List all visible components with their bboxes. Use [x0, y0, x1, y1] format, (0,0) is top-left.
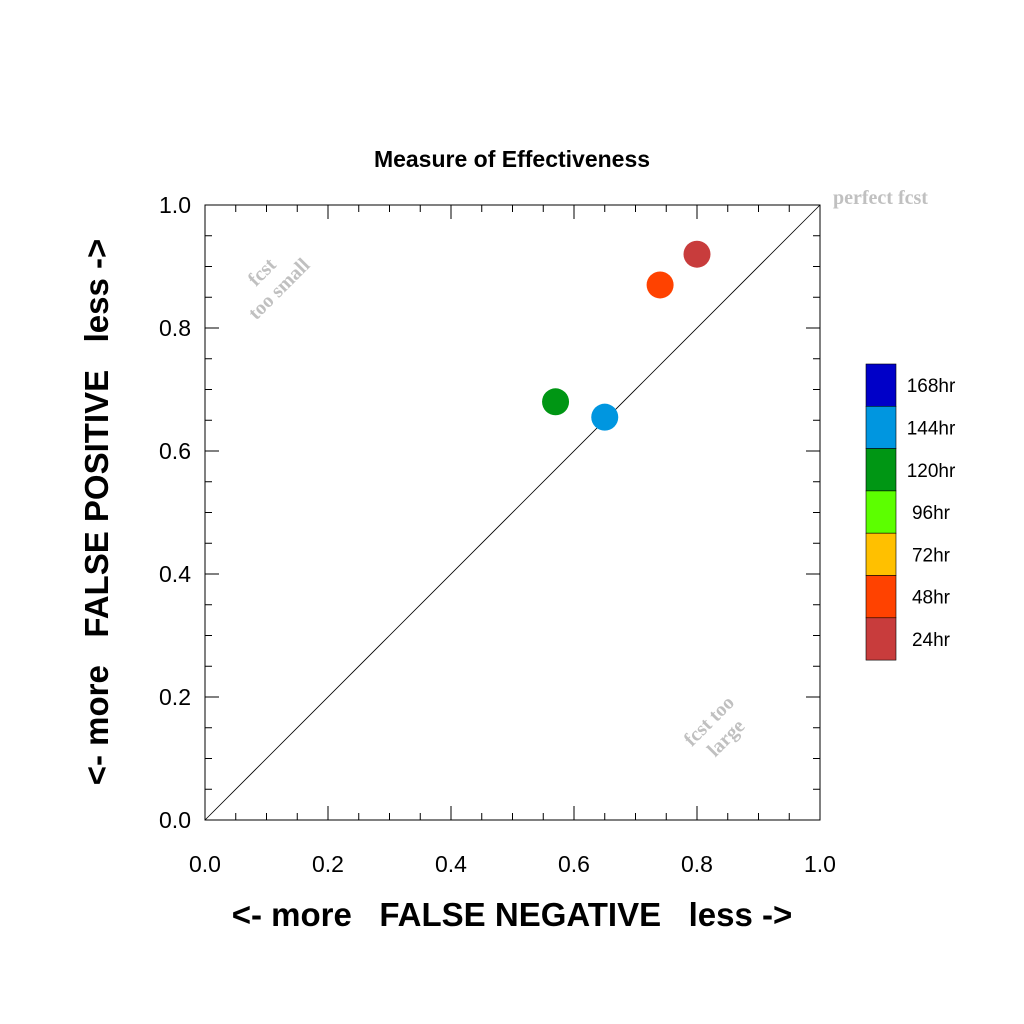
legend-swatch-96hr	[865, 490, 897, 534]
x-tick-label: 0.2	[312, 851, 344, 877]
legend-swatch-168hr	[865, 363, 897, 407]
tick-marks	[204, 204, 821, 821]
perfect-forecast-line	[204, 204, 821, 821]
legend-swatch-24hr	[865, 617, 897, 661]
legend-label-48hr: 48hr	[912, 588, 951, 609]
data-point-144hr	[591, 403, 619, 431]
data-points	[542, 240, 711, 431]
too-small-label: fcst too small	[244, 254, 315, 325]
x-tick-labels: 0.0 0.2 0.4 0.6 0.8 1.0	[189, 851, 836, 877]
x-tick-label: 0.4	[435, 851, 467, 877]
y-tick-label: 0.4	[159, 561, 191, 587]
y-tick-label: 1.0	[159, 192, 191, 218]
y-axis-title: <- more FALSE POSITIVE less ->	[78, 239, 115, 786]
x-tick-label: 0.8	[681, 851, 713, 877]
data-point-48hr	[646, 271, 674, 299]
legend-swatch-72hr	[865, 532, 897, 576]
legend-label-144hr: 144hr	[907, 418, 956, 439]
y-tick-labels: 0.0 0.2 0.4 0.6 0.8 1.0	[159, 192, 191, 833]
legend-label-168hr: 168hr	[907, 376, 956, 397]
legend-swatch-48hr	[865, 575, 897, 619]
y-tick-label: 0.8	[159, 315, 191, 341]
x-axis-title: <- more FALSE NEGATIVE less ->	[232, 896, 793, 933]
too-large-label: fcst too large	[680, 692, 750, 762]
legend-label-24hr: 24hr	[912, 630, 951, 651]
y-tick-label: 0.0	[159, 807, 191, 833]
y-tick-label: 0.6	[159, 438, 191, 464]
y-tick-label: 0.2	[159, 684, 191, 710]
legend: 168hr 144hr 120hr 96hr 72hr 48hr 24hr	[865, 363, 956, 661]
chart-title: Measure of Effectiveness	[374, 146, 650, 172]
legend-label-72hr: 72hr	[912, 545, 951, 566]
legend-swatch-144hr	[865, 405, 897, 449]
x-tick-label: 0.0	[189, 851, 221, 877]
legend-label-96hr: 96hr	[912, 503, 951, 524]
data-point-24hr	[683, 240, 711, 268]
legend-swatch-120hr	[865, 448, 897, 492]
x-tick-label: 0.6	[558, 851, 590, 877]
x-tick-label: 1.0	[804, 851, 836, 877]
data-point-120hr	[542, 388, 570, 416]
legend-label-120hr: 120hr	[907, 461, 956, 482]
perfect-forecast-label: perfect fcst	[833, 187, 928, 209]
